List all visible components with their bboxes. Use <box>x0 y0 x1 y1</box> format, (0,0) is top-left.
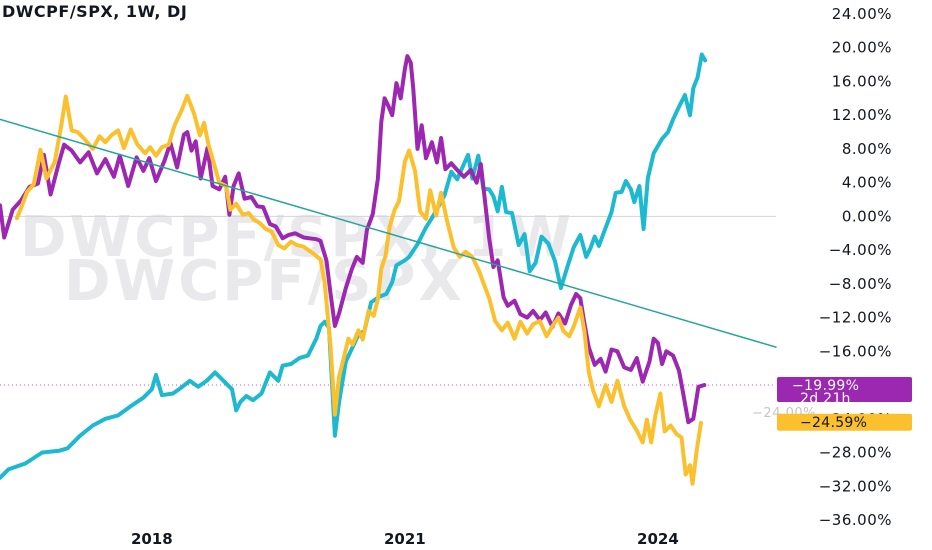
y-tick-label: 0.00% <box>842 207 892 225</box>
purple-last-value-badge <box>777 376 912 402</box>
y-tick-label: 16.00% <box>832 72 892 90</box>
yellow-series-line <box>14 93 703 486</box>
yellow-last-value-badge <box>777 413 912 431</box>
trend-line <box>0 118 777 348</box>
series-layer <box>0 52 777 486</box>
purple-last-value-text: −19.99% <box>792 378 859 394</box>
last-value-labels: −19.99%2d 21h−24.00%−24.59% <box>752 376 912 431</box>
y-tick-label: 4.00% <box>842 174 892 192</box>
watermark-line-1: DWCPF/SPX, 1W <box>20 205 574 270</box>
time-scale[interactable]: 2018 2021 2024 <box>131 530 679 548</box>
y-tick-label: 20.00% <box>832 39 892 57</box>
y-tick-label: −36.00% <box>819 511 892 529</box>
cyan-series-line <box>0 52 708 480</box>
chart-title[interactable]: DWCPF/SPX, 1W, DJ <box>2 2 188 21</box>
y-tick-label: 24.00% <box>832 5 892 23</box>
y-tick-label: −16.00% <box>819 342 892 360</box>
y-tick-label: −28.00% <box>819 444 892 462</box>
yellow-last-value-text: −24.59% <box>800 415 867 431</box>
x-tick-label: 2021 <box>384 530 426 548</box>
y-tick-label: −4.00% <box>829 241 892 259</box>
y-tick-label: 12.00% <box>832 106 892 124</box>
countdown-text: 2d 21h <box>800 391 851 407</box>
y-tick-label: 8.00% <box>842 140 892 158</box>
watermark: DWCPF/SPX, 1W DWCPF/SPX <box>20 205 574 314</box>
y-tick-label: −32.00% <box>819 477 892 495</box>
watermark-line-2: DWCPF/SPX <box>64 249 465 314</box>
price-scale[interactable]: 24.00% 20.00% 16.00% 12.00% 8.00% 4.00% 0.00% −… <box>819 5 892 529</box>
x-tick-label: 2024 <box>637 530 679 548</box>
x-tick-label: 2018 <box>131 530 173 548</box>
y-tick-label: −12.00% <box>819 309 892 327</box>
y-tick-label: −8.00% <box>829 275 892 293</box>
purple-series-line <box>0 54 707 425</box>
